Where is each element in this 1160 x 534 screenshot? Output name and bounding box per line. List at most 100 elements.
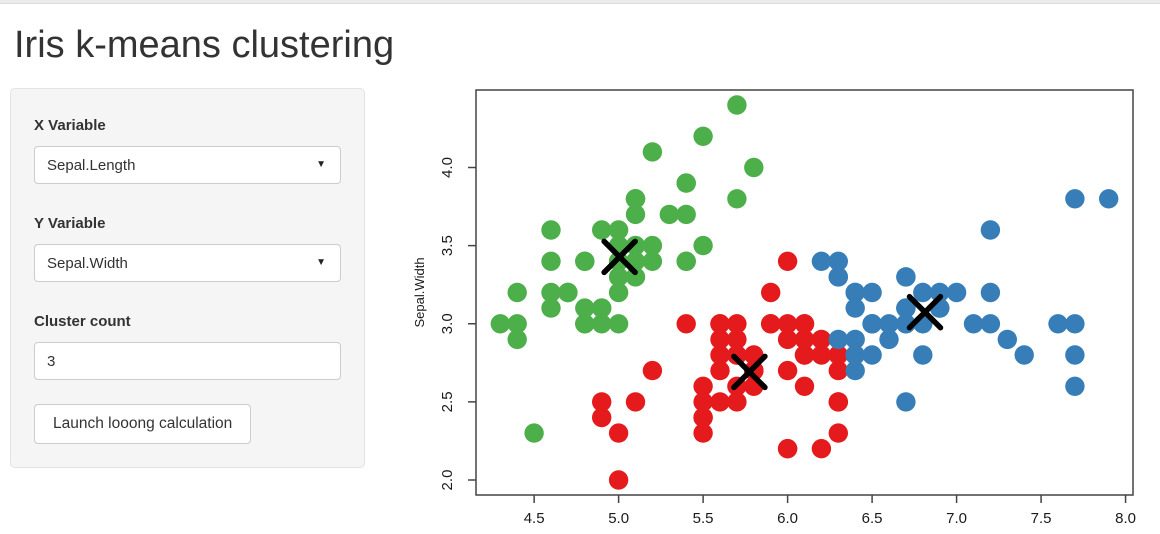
x-variable-label: X Variable [34,117,106,134]
launch-calculation-button[interactable]: Launch looong calculation [34,404,252,444]
data-point [625,204,646,225]
data-point [896,267,916,287]
data-point [930,282,950,303]
data-point [710,329,730,350]
chevron-down-icon: ▼ [316,257,326,268]
data-point [625,267,646,287]
y-variable-label: Y Variable [34,215,106,232]
data-point [828,392,848,412]
data-point [608,220,629,240]
data-point [845,298,865,318]
page-title: Iris k-means clustering [14,24,395,66]
data-point [625,235,646,256]
data-point [727,95,747,115]
data-point [710,314,730,334]
data-point [845,360,865,381]
data-point [592,314,612,334]
data-point [642,235,663,256]
data-point [642,142,663,162]
data-point [777,439,798,459]
data-point [507,282,527,303]
y-axis-tick-label: 3.0 [439,313,456,334]
data-point [727,329,747,350]
data-point [676,173,696,193]
data-point [727,392,747,412]
data-point [575,314,595,334]
x-axis-tick-label: 6.5 [862,510,883,527]
data-point [693,423,713,443]
y-axis-tick-label: 2.0 [439,470,456,491]
data-point [659,204,679,225]
data-point [744,157,764,178]
x-axis-tick-label: 6.0 [777,510,798,527]
x-axis-tick-label: 8.0 [1115,510,1136,527]
data-point [541,298,561,318]
data-point [541,251,561,271]
data-point [693,235,713,256]
x-axis-tick-label: 5.0 [608,510,629,527]
data-point [794,376,815,396]
data-point [811,439,832,459]
y-axis-tick-label: 3.5 [439,235,456,256]
x-axis-tick-label: 7.0 [946,510,967,527]
data-point [490,314,510,334]
data-point [1065,345,1085,365]
data-point [980,282,1001,303]
data-point [761,314,781,334]
data-point [625,189,646,209]
data-point [794,345,815,365]
data-point [592,298,612,318]
data-point [592,407,612,428]
data-point [896,392,916,412]
x-variable-select[interactable]: Sepal.Length ▼ [34,146,341,184]
data-point [575,251,595,271]
top-strip [0,0,1160,4]
data-point [727,314,747,334]
cluster-count-label: Cluster count [34,313,131,330]
data-point [777,251,798,271]
y-axis-tick-label: 2.5 [439,391,456,412]
data-point [811,251,832,271]
data-point [862,345,882,365]
centroid-marker [906,293,944,331]
kmeans-scatter-svg: 4.5 5.0 5.5 6.0 6.5 7.0 7.5 8.0 2.0 2.5 3.0 3.5 4.0 S… [412,89,1136,527]
data-point [794,329,815,350]
data-point [1065,189,1085,209]
chevron-down-icon: ▼ [316,159,326,170]
data-point [761,282,781,303]
sidebar-panel: X Variable Sepal.Length ▼ Y Variable Sep… [10,88,365,468]
data-point [828,360,848,381]
data-point [541,282,561,303]
data-point [777,360,798,381]
data-point [608,282,629,303]
cluster-count-input[interactable] [34,342,341,380]
data-point [676,204,696,225]
centroid-marker [731,353,768,391]
scatter-plot: 4.5 5.0 5.5 6.0 6.5 7.0 7.5 8.0 2.0 2.5 3.0 3.5 4.0 S… [390,85,1160,529]
data-point [608,423,629,443]
data-point [608,267,629,287]
data-point [507,329,527,350]
data-point [862,314,882,334]
data-point [608,470,629,490]
data-point [913,282,933,303]
data-point [963,314,984,334]
data-point [997,329,1017,350]
data-point [710,360,730,381]
data-point [1065,376,1085,396]
data-point [1048,314,1068,334]
y-variable-selected-value: Sepal.Width [47,254,128,272]
data-point [913,345,933,365]
data-point [693,407,713,428]
data-point [676,251,696,271]
y-axis-title: Sepal.Width [412,257,427,327]
data-point [980,220,1001,240]
data-point [828,251,848,271]
y-variable-select[interactable]: Sepal.Width ▼ [34,244,341,282]
data-point [845,345,865,365]
data-point [777,314,798,334]
data-point [828,423,848,443]
data-point [507,314,527,334]
data-point [727,189,747,209]
data-point [642,251,663,271]
